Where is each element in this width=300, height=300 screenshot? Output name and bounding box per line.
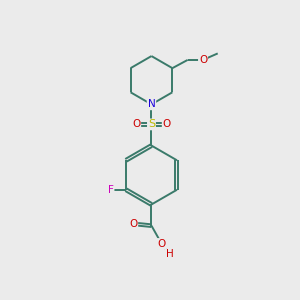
Text: O: O <box>129 219 137 229</box>
Text: F: F <box>108 185 114 195</box>
Text: O: O <box>199 55 207 65</box>
Text: O: O <box>132 119 140 129</box>
Text: S: S <box>148 119 155 129</box>
Text: N: N <box>148 99 155 110</box>
Text: H: H <box>166 249 173 259</box>
Text: O: O <box>163 119 171 129</box>
Text: O: O <box>157 239 165 249</box>
